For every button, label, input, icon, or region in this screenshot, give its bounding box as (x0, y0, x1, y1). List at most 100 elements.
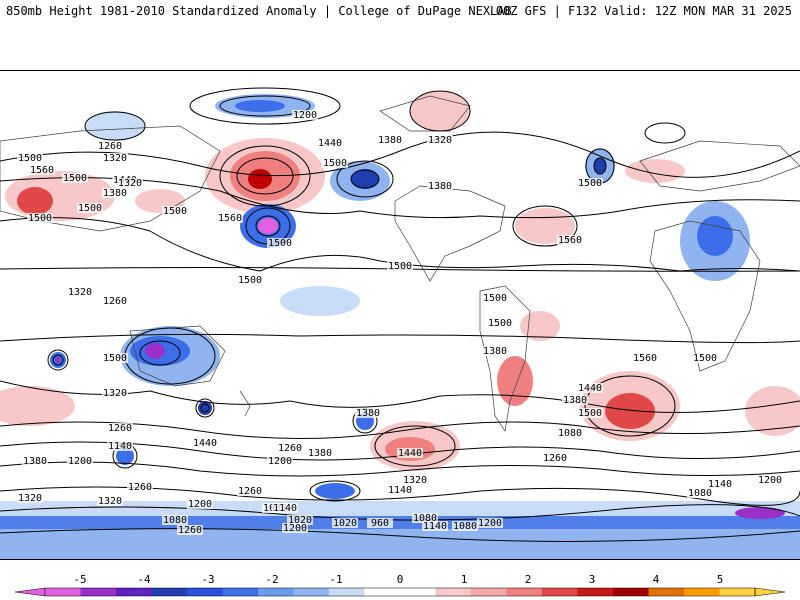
contour-label-bg (292, 110, 318, 120)
contour-label: 1380 (356, 408, 380, 419)
colorbar-min-arrow (14, 587, 46, 597)
contour-label: 1500 (488, 318, 512, 329)
contour-label-bg (67, 287, 93, 297)
contour-label: 1560 (30, 165, 54, 176)
contour-label-bg (267, 238, 293, 248)
contour-label-bg (332, 518, 358, 528)
contour-label-bg (307, 448, 333, 458)
contour-labels: 1500156015001320126015001380150014401320… (17, 110, 783, 536)
colorbar-tick-label: 0 (397, 573, 404, 586)
contour-label: 1440 (318, 138, 342, 149)
contour-label-bg (287, 515, 313, 525)
colorbar-tick-label: 4 (653, 573, 660, 586)
map-canvas: 1500156015001320126015001380150014401320… (0, 87, 800, 559)
contour-label-bg (322, 158, 348, 168)
contour-label-bg (187, 499, 213, 509)
contour-label-bg (17, 153, 43, 163)
contour-label-bg (237, 486, 263, 496)
contour-label-bg (367, 518, 393, 528)
contour-label: 1500 (78, 203, 102, 214)
contour-label: 1140 (273, 503, 297, 514)
colorbar-tick-label: -3 (201, 573, 214, 586)
contour-label: 1560 (558, 235, 582, 246)
contour-label: 1260 (98, 141, 122, 152)
contour-label: 1320 (403, 475, 427, 486)
contour-label: 1380 (308, 448, 332, 459)
contour-label: 1500 (63, 173, 87, 184)
africa-outline (649, 220, 761, 372)
contour-label-bg (427, 181, 453, 191)
contour-label: 1200 (283, 523, 307, 534)
colorbar-segment (45, 588, 81, 596)
contour-label: 1080 (558, 428, 582, 439)
contour-label-bg (377, 135, 403, 145)
colorbar-segment (613, 588, 649, 596)
contour-label: 1560 (218, 213, 242, 224)
contour-label-bg (452, 521, 478, 531)
contour-label: 1500 (163, 206, 187, 217)
contour-label-bg (117, 178, 143, 188)
contour-label-bg (237, 275, 263, 285)
contour-label-bg (192, 438, 218, 448)
contour-label: 1500 (238, 275, 262, 286)
contour-label-bg (77, 203, 103, 213)
contour-label: 1560 (633, 353, 657, 364)
contour-label: 1080 (163, 515, 187, 526)
contour-label-bg (62, 173, 88, 183)
contour-label: 1440 (578, 383, 602, 394)
contour-label: 1260 (103, 296, 127, 307)
map-title: 850mb Height 1981-2010 Standardized Anom… (6, 4, 512, 18)
contour-label: 1200 (188, 499, 212, 510)
colorbar-segment (116, 588, 152, 596)
north-america-outline (394, 185, 506, 282)
contour-label-bg (272, 503, 298, 513)
colorbar-segment (187, 588, 223, 596)
contour-label-bg (482, 346, 508, 356)
contour-label: 1380 (103, 188, 127, 199)
colorbar-segment (258, 588, 294, 596)
contour-label: 1500 (578, 408, 602, 419)
colorbar-segment (506, 588, 543, 596)
contour-label: 1260 (543, 453, 567, 464)
contour-label-bg (282, 523, 308, 533)
colorbar-segment (329, 588, 365, 596)
contour-label-bg (97, 141, 123, 151)
contour-label-bg (177, 525, 203, 535)
contour-label: 1320 (18, 493, 42, 504)
contour-label-bg (102, 153, 128, 163)
contour-label: 1020 (288, 515, 312, 526)
colorbar-segments (14, 587, 786, 597)
contour-label-bg (387, 261, 413, 271)
contour-label-bg (217, 213, 243, 223)
contour-label: 1500 (578, 178, 602, 189)
contour-label: 1200 (293, 110, 317, 121)
contour-label-bg (412, 513, 438, 523)
colorbar-segment (719, 588, 756, 596)
europe-outline (639, 140, 800, 192)
contour-label: 1200 (478, 518, 502, 529)
colorbar-segment (542, 588, 578, 596)
contour-label-bg (267, 456, 293, 466)
contour-label: 1500 (103, 353, 127, 364)
contour-label-bg (577, 408, 603, 418)
australia-outline (129, 325, 226, 387)
contour-label: 1440 (193, 438, 217, 449)
contour-label-bg (482, 293, 508, 303)
colorbar-max-arrow (754, 587, 786, 597)
contour-label-bg (27, 213, 53, 223)
contour-label: 1080 (688, 488, 712, 499)
colorbar-tick-label: 1 (461, 573, 468, 586)
contour-label: 1260 (238, 486, 262, 497)
contour-label: 1140 (388, 485, 412, 496)
contour-label-bg (577, 178, 603, 188)
colorbar-tick-label: -2 (265, 573, 278, 586)
contour-label: 1140 (108, 441, 132, 452)
contour-label-bg (22, 456, 48, 466)
contour-label-bg (102, 353, 128, 363)
contour-label-bg (487, 318, 513, 328)
contour-label: 1320 (103, 388, 127, 399)
contour-label: 1140 (708, 479, 732, 490)
contour-label: 1200 (758, 475, 782, 486)
contour-label: 1500 (323, 158, 347, 169)
anomaly-colorbar: -5 -4 -3 -2 -1 0 1 2 3 4 5 (14, 573, 786, 597)
